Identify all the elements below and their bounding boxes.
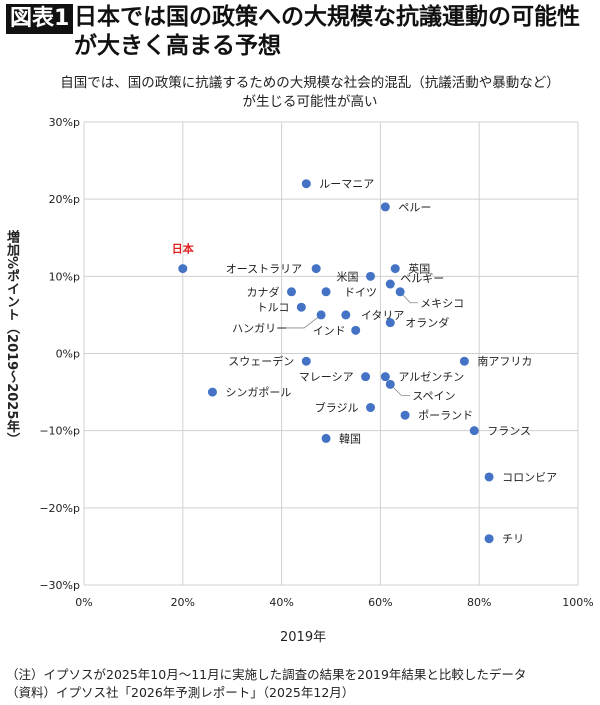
data-point — [301, 356, 311, 366]
data-point — [484, 534, 494, 544]
data-point — [351, 325, 361, 335]
data-label: フランス — [487, 425, 531, 438]
data-label: ハンガリー — [232, 322, 287, 335]
data-label: 英国 — [408, 262, 430, 276]
chart-title: 自国では、国の政策に抗議するための大規模な社会的混乱（抗議活動や暴動など）が生じ… — [60, 75, 560, 110]
data-label: 韓国 — [339, 432, 361, 445]
y-tick-label: −10%p — [39, 425, 80, 438]
y-axis-label: 増加%ポイント（2019～2025年） — [4, 230, 19, 446]
data-point — [296, 302, 306, 312]
footnote: （注）イプソスが2025年10月～11月に実施した調査の結果を2019年結果と比… — [6, 667, 527, 682]
data-label: ベルギー — [400, 272, 444, 285]
data-label: スペイン — [412, 389, 455, 402]
data-label: スウェーデン — [228, 354, 294, 368]
data-point — [316, 310, 326, 320]
data-point — [341, 310, 351, 320]
data-label: メキシコ — [420, 297, 464, 310]
data-point — [366, 271, 376, 281]
data-point — [301, 179, 311, 189]
x-tick-label: 60% — [368, 596, 392, 609]
data-point — [484, 472, 494, 482]
x-tick-label: 40% — [269, 596, 293, 609]
data-point — [385, 318, 395, 328]
x-tick-label: 80% — [467, 596, 491, 609]
data-label: ルーマニア — [319, 178, 374, 191]
data-label: オーストラリア — [226, 263, 302, 276]
data-point — [286, 287, 296, 297]
data-point — [366, 403, 376, 413]
data-point — [321, 433, 331, 443]
data-point — [207, 387, 217, 397]
data-label: ポーランド — [418, 409, 473, 422]
data-label: チリ — [502, 533, 524, 546]
data-point — [395, 287, 405, 297]
leader-line — [285, 314, 322, 329]
data-point — [459, 356, 469, 366]
figure-title: 日本では国の政策への大規模な抗議運動の可能性が大きく高まる予想 — [74, 4, 580, 59]
data-label: シンガポール — [225, 386, 291, 399]
data-label: 日本 — [172, 242, 194, 256]
data-point — [390, 264, 400, 274]
data-label: トルコ — [257, 301, 290, 314]
y-tick-label: 0%p — [56, 348, 80, 361]
data-label: ドイツ — [344, 286, 377, 299]
y-tick-label: −20%p — [39, 502, 80, 515]
data-point — [311, 264, 321, 274]
leader-line — [389, 384, 411, 396]
data-point — [178, 264, 188, 274]
data-label: オランダ — [405, 316, 449, 330]
data-point — [321, 287, 331, 297]
data-point — [385, 379, 395, 389]
y-tick-label: 30%p — [49, 116, 80, 129]
data-label: 米国 — [337, 270, 359, 283]
source-note: （資料）イプソス社「2026年予測レポート」（2025年12月） — [6, 685, 355, 700]
y-tick-label: 20%p — [49, 193, 80, 206]
leader-line — [399, 291, 419, 304]
data-label: ペルー — [398, 201, 431, 214]
data-label: マレーシア — [299, 371, 354, 384]
x-tick-label: 20% — [171, 596, 195, 609]
data-point — [400, 410, 410, 420]
data-label: カナダ — [246, 285, 279, 299]
data-point — [469, 426, 479, 436]
y-tick-label: 10%p — [49, 270, 80, 283]
x-tick-label: 100% — [562, 596, 593, 609]
y-tick-label: −30%p — [39, 579, 80, 592]
data-point — [380, 202, 390, 212]
data-label: アルゼンチン — [398, 371, 464, 384]
data-point — [380, 372, 390, 382]
data-label: ブラジル — [315, 401, 359, 415]
x-axis-label: 2019年 — [280, 630, 327, 645]
data-label: コロンビア — [502, 471, 557, 484]
data-label: イタリア — [361, 309, 405, 322]
x-tick-label: 0% — [75, 596, 92, 609]
data-label: 南アフリカ — [477, 355, 532, 368]
data-label: インド — [313, 324, 346, 337]
data-point — [361, 372, 371, 382]
figure-badge: 図表1 — [6, 4, 74, 34]
data-point — [385, 279, 395, 289]
